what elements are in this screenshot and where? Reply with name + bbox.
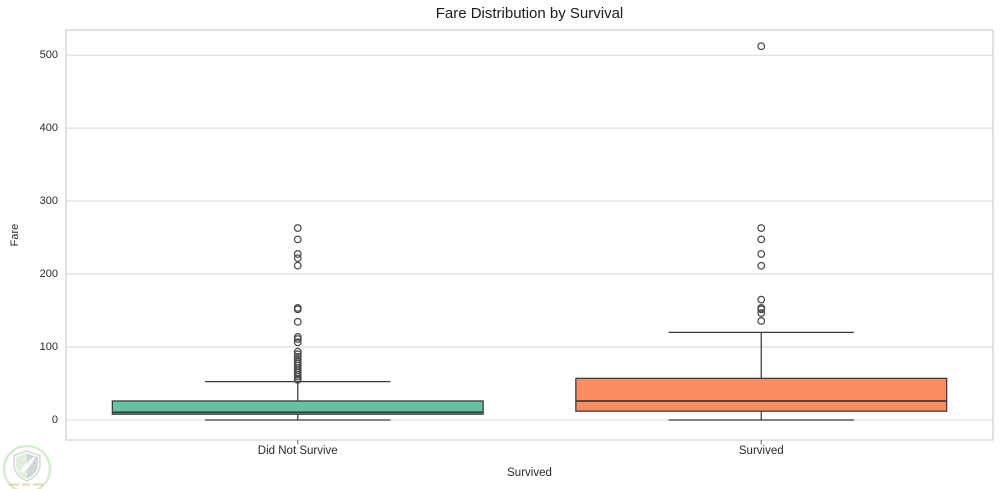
x-axis-label: Survived — [507, 467, 552, 479]
box-did-not-survive — [111, 400, 484, 415]
outlier-point-survived — [757, 235, 766, 244]
outlier-point-survived — [757, 250, 766, 258]
box-survived — [575, 377, 948, 412]
outlier-point-did-not-survive — [293, 305, 302, 314]
x-tick-label: Did Not Survive — [257, 445, 338, 457]
outlier-point-did-not-survive — [293, 347, 302, 356]
outlier-point-survived — [757, 224, 766, 232]
y-tick-label: 100 — [39, 340, 58, 353]
outlier-point-survived — [757, 261, 766, 270]
plot-frame — [65, 29, 994, 441]
outlier-point-survived — [757, 42, 766, 51]
outlier-point-did-not-survive — [293, 338, 302, 347]
chart-title: Fare Distribution by Survival — [435, 5, 624, 22]
green-shield-leaf-watermark-icon — [2, 444, 52, 489]
outlier-point-did-not-survive — [293, 254, 302, 263]
outlier-point-did-not-survive — [293, 250, 302, 258]
y-tick-label: 200 — [39, 268, 58, 281]
outlier-point-did-not-survive — [293, 224, 302, 232]
x-tick-label: Survived — [738, 445, 784, 457]
outlier-point-did-not-survive — [293, 317, 302, 326]
outlier-point-did-not-survive — [293, 350, 302, 359]
y-tick-label: 0 — [51, 413, 58, 426]
outlier-point-did-not-survive — [293, 261, 302, 270]
outlier-point-survived — [757, 309, 766, 317]
y-tick-label: 400 — [39, 122, 58, 135]
outlier-point-survived — [757, 305, 766, 314]
outlier-point-did-not-survive — [293, 335, 302, 343]
y-tick-label: 300 — [39, 195, 58, 208]
outlier-point-did-not-survive — [293, 375, 302, 384]
y-tick-label: 500 — [39, 49, 58, 62]
outlier-point-survived — [757, 295, 766, 304]
outlier-point-did-not-survive — [293, 235, 302, 244]
outlier-point-survived — [757, 317, 766, 325]
